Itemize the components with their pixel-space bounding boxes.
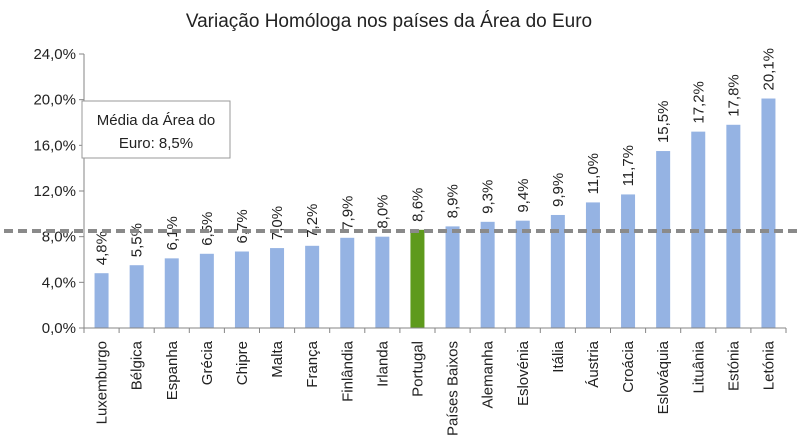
bar — [621, 194, 636, 328]
x-tick-label: Portugal — [409, 341, 426, 397]
data-label: 11,0% — [585, 153, 602, 194]
x-tick-label: Países Baixos — [445, 341, 462, 436]
x-axis: Luxemburgo Bélgica Espanha Grécia Chipre Malt… — [83, 327, 787, 436]
bar — [515, 220, 530, 328]
x-tick-label: Irlanda — [374, 340, 391, 387]
data-label: 9,3% — [480, 180, 497, 214]
average-annotation-line1: Média da Área do — [97, 112, 215, 129]
data-label: 6,7% — [234, 209, 251, 243]
x-tick-label: Bélgica — [129, 340, 146, 390]
bar — [480, 221, 495, 328]
x-tick-label: Letónia — [760, 340, 777, 390]
y-tick-label: 0,0% — [42, 320, 76, 337]
data-label: 8,6% — [409, 188, 426, 222]
bar — [129, 265, 144, 328]
y-tick-label: 12,0% — [33, 183, 76, 200]
bar — [445, 226, 460, 328]
x-tick-label: Alemanha — [480, 340, 497, 408]
x-tick-label: Finlândia — [339, 340, 356, 402]
bar — [164, 258, 179, 328]
data-label: 6,5% — [199, 212, 216, 246]
y-tick-label: 16,0% — [33, 137, 76, 154]
y-tick-label: 24,0% — [33, 46, 76, 63]
x-tick-label: Áustria — [585, 340, 602, 387]
x-tick-label: Espanha — [164, 340, 181, 400]
data-label: 11,7% — [620, 145, 637, 186]
average-annotation-box — [81, 100, 231, 159]
x-tick-label: Malta — [269, 340, 286, 377]
bar — [234, 251, 249, 328]
bar — [270, 248, 285, 328]
average-annotation: Média da Área do Euro: 8,5% — [81, 100, 231, 159]
chart-title: Variação Homóloga nos países da Área do … — [186, 11, 592, 32]
data-label: 17,8% — [725, 74, 742, 117]
x-tick-label: Croácia — [620, 340, 637, 392]
x-tick-label: Lituânia — [690, 340, 707, 393]
bar-series: 4,8% 5,5% 6,1% 6,5% 6,7% 7,0% 7,2% 7,9% 8,0% 8,6%… — [94, 48, 777, 329]
bar — [340, 237, 355, 328]
data-label: 8,0% — [374, 194, 391, 228]
bar — [761, 98, 776, 329]
x-tick-label: Grécia — [199, 340, 216, 385]
average-annotation-line2: Euro: 8,5% — [119, 135, 193, 152]
data-label: 8,9% — [445, 184, 462, 218]
x-tick-label: Eslováquia — [655, 340, 672, 414]
y-axis: 0,0%4,0%8,0%12,0%16,0%20,0%24,0% — [33, 46, 85, 337]
data-label: 5,5% — [129, 223, 146, 257]
data-label: 4,8% — [94, 231, 111, 265]
data-label: 7,0% — [269, 206, 286, 240]
bar — [656, 151, 671, 328]
data-label: 9,4% — [515, 178, 532, 212]
y-tick-label: 20,0% — [33, 92, 76, 109]
bar — [94, 273, 109, 328]
bar — [550, 214, 565, 328]
data-label: 15,5% — [655, 100, 672, 143]
data-label: 9,9% — [550, 173, 567, 207]
bar — [305, 245, 320, 328]
data-label: 17,2% — [690, 81, 707, 124]
data-label: 20,1% — [760, 48, 777, 91]
y-tick-label: 4,0% — [42, 274, 76, 291]
x-tick-label: Luxemburgo — [94, 341, 111, 424]
x-tick-label: França — [304, 340, 321, 387]
x-tick-label: Estónia — [725, 340, 742, 391]
x-tick-label: Chipre — [234, 341, 251, 385]
bar — [375, 236, 390, 328]
x-tick-label: Eslovénia — [515, 340, 532, 406]
data-label: 6,1% — [164, 216, 181, 250]
x-tick-label: Itália — [550, 340, 567, 372]
data-label: 7,9% — [339, 196, 356, 230]
bar — [585, 202, 600, 328]
bar — [199, 253, 214, 328]
bar — [410, 229, 425, 328]
bar — [726, 124, 741, 329]
